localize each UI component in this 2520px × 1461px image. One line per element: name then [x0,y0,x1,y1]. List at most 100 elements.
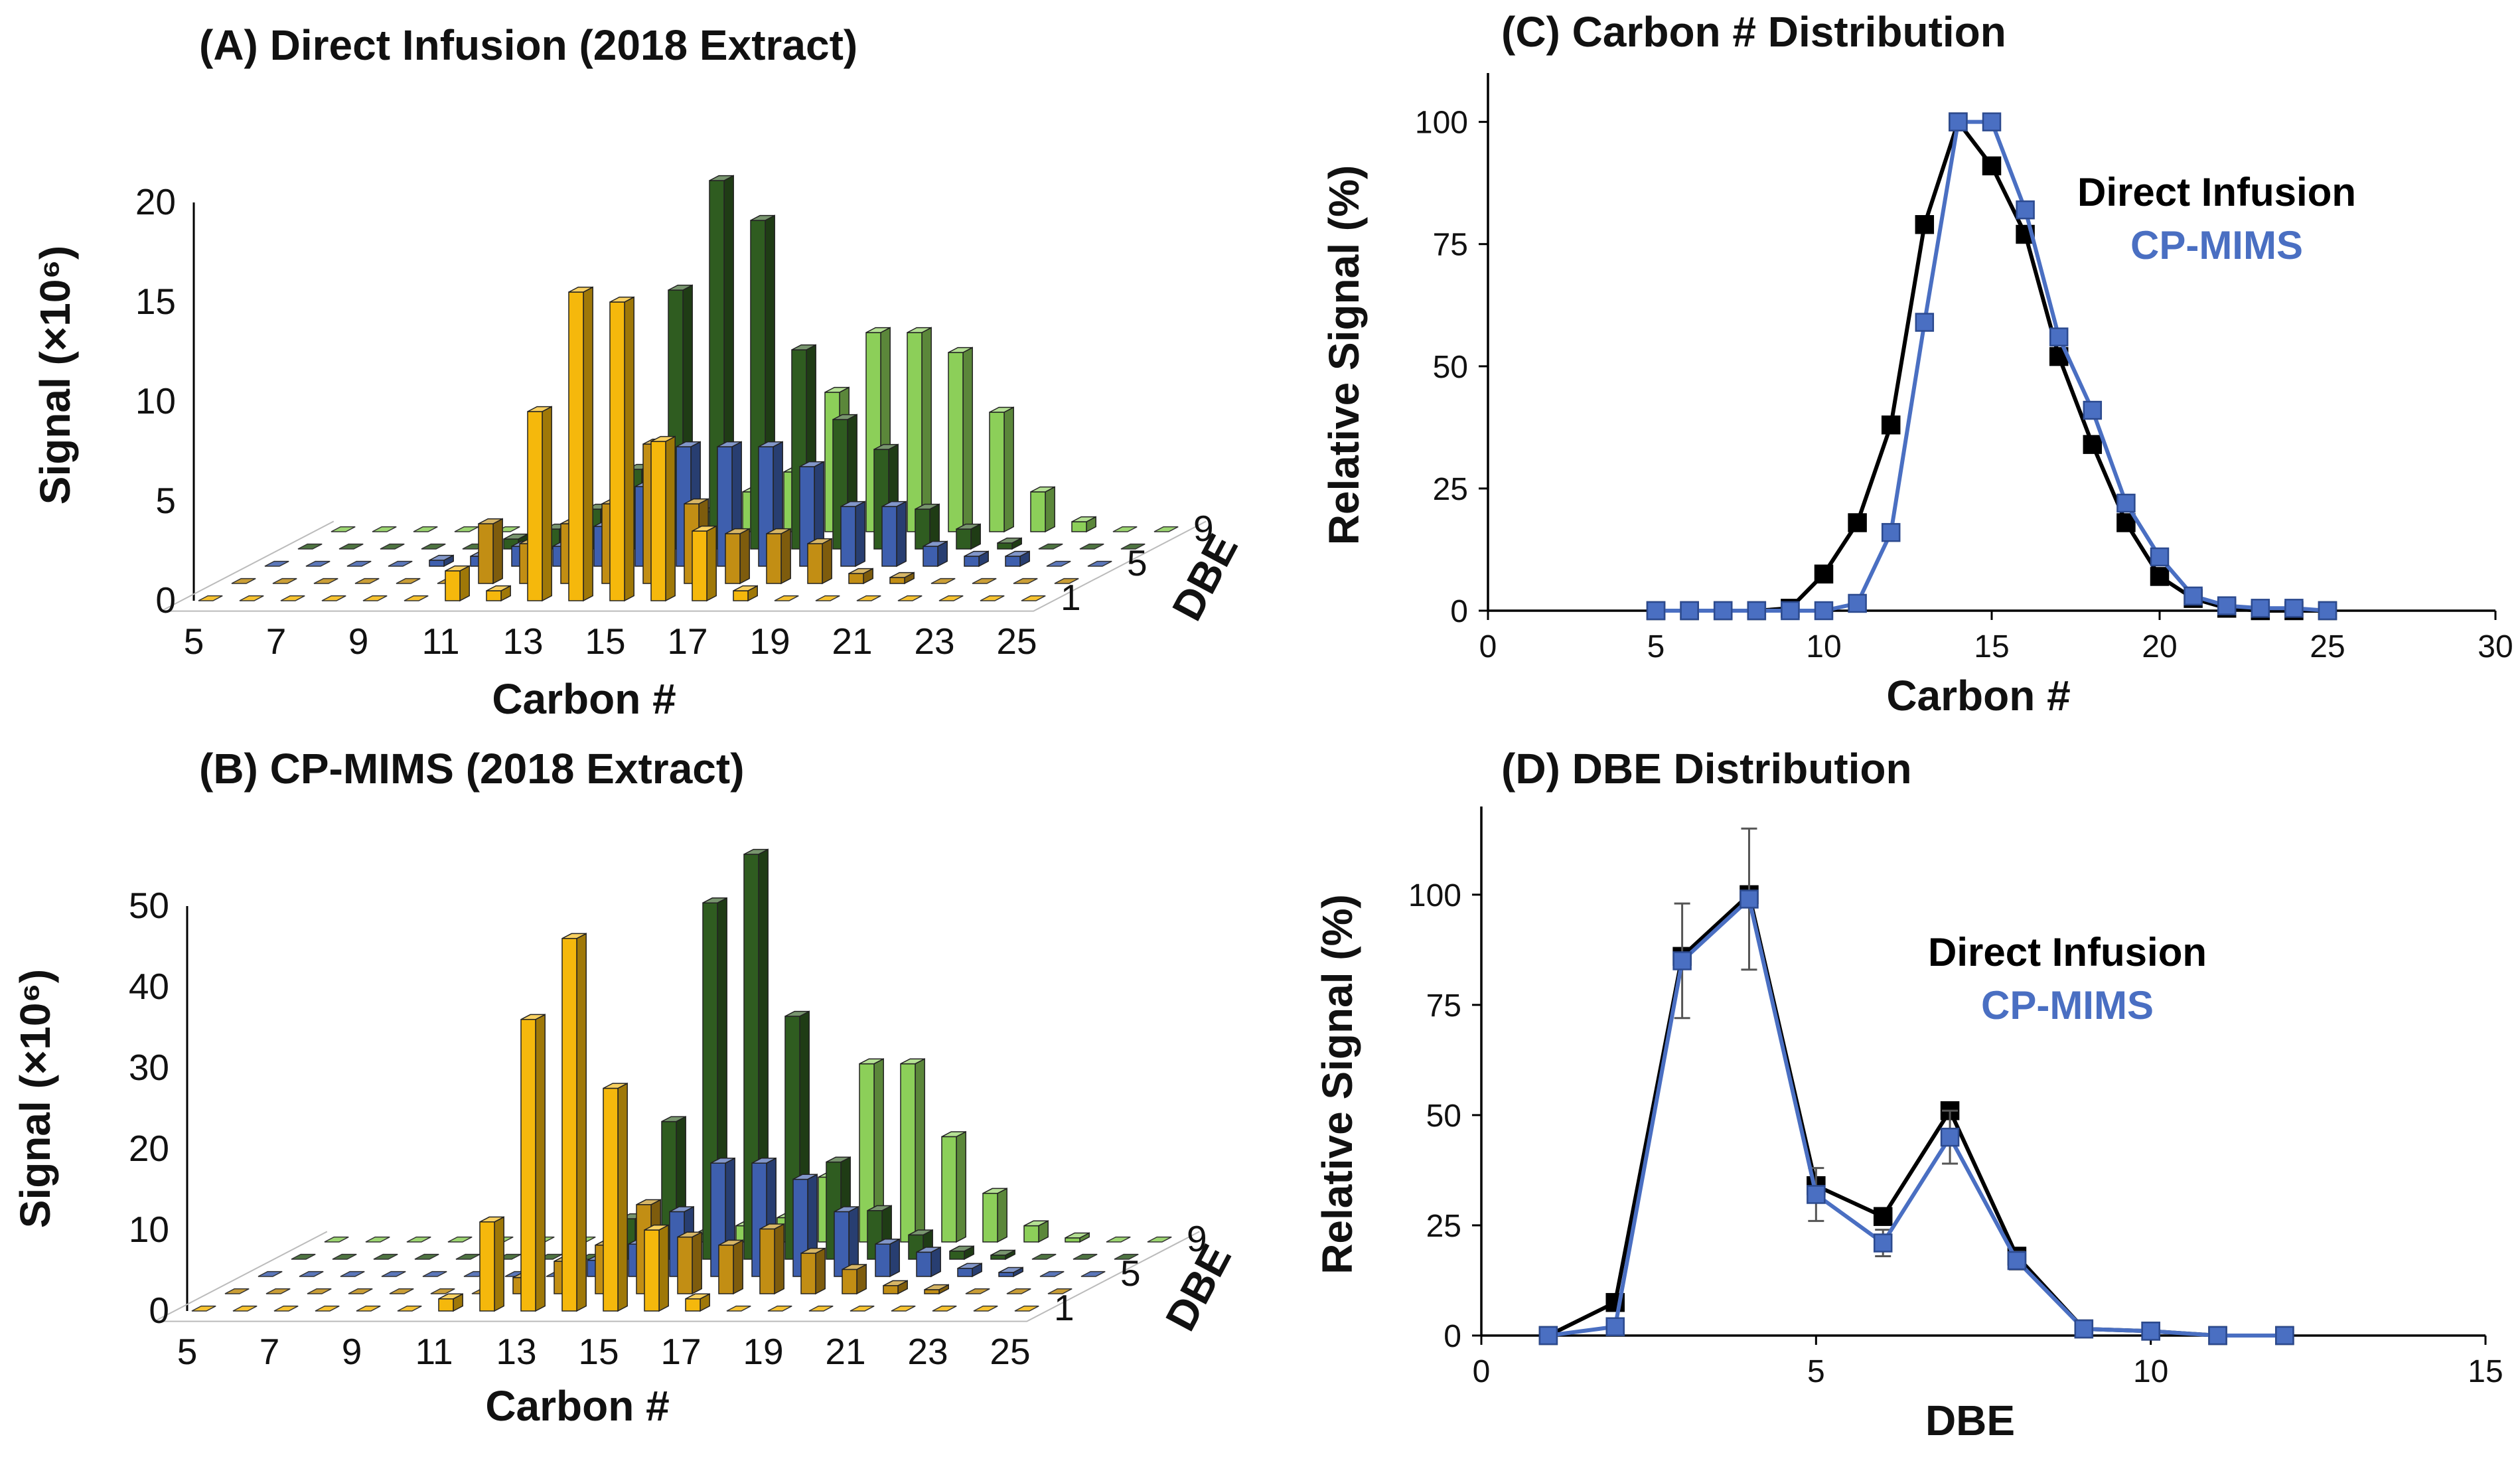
panel-b-bar [422,1270,447,1277]
panel-b-bar-front [603,1087,619,1312]
panel-a-bar [733,585,758,602]
panel-b-bar [800,1247,826,1295]
panel-d-data-point [1605,1317,1625,1336]
panel-b-bar-front [883,1285,899,1294]
panel-a-empty-cell-marker [321,595,346,601]
panel-a-bar [272,577,297,584]
panel-a-bar-top [668,284,693,291]
panel-a-bar-top [791,344,816,350]
panel-b-bar [1106,1236,1131,1243]
panel-d-data-point [2074,1319,2094,1339]
panel-b-bar-top [990,1249,1015,1256]
panel-d-x-tick-label: 5 [1807,1354,1825,1389]
panel-b-empty-cell-marker [315,1305,340,1312]
panel-a-bar [396,577,421,584]
panel-a-bar [198,595,223,601]
panel-b-bar [957,1263,982,1278]
panel-d-y-tick-label: 25 [1426,1209,1461,1244]
panel-d-y-tick-label: 100 [1408,878,1461,913]
panel-b-bar [759,1223,784,1295]
panel-a-empty-cell-marker [856,595,881,601]
panel-b-x-tick-label: 25 [990,1331,1030,1372]
panel-b-bar [389,1288,414,1294]
panel-b-empty-cell-marker [365,1236,390,1243]
panel-d-legend-cp-mims: CP-MIMS [1981,983,2154,1028]
panel-b-bar-front [1023,1225,1039,1243]
panel-b-floor-outline [154,1231,1200,1322]
panel-c-data-point [1881,415,1901,435]
panel-a-x-tick-label: 15 [585,621,625,662]
panel-a-empty-cell-marker [198,595,223,601]
panel-b-bar [299,1270,324,1277]
panel-b-bar [332,1253,357,1260]
panel-c-data-point [1848,593,1867,613]
panel-a-bar-front [881,506,897,567]
panel-b-bar-top [702,897,727,903]
panel-a-y-tick-label: 10 [135,380,176,422]
panel-b-x-tick-label: 23 [907,1331,948,1372]
panel-b-bar-side [576,933,587,1312]
panel-a-empty-cell-marker [980,595,1005,601]
panel-c-carbon-distribution-line-chart: (C) Carbon # Distribution 0 5 10 15 20 25 30 0 2… [1320,8,2513,720]
panel-b-bar [932,1305,957,1312]
panel-a-bar-top [881,500,907,507]
panel-a-empty-cell-marker [404,595,429,601]
panel-b-bar-front [842,1269,857,1294]
panel-b-empty-cell-marker [356,1305,381,1312]
panel-b-bar-top [677,1231,702,1238]
panel-a-x-tick-label: 13 [502,621,543,662]
panel-b-empty-cell-marker [414,1253,439,1260]
panel-b-empty-cell-marker [307,1288,332,1294]
panel-a-bar [1030,486,1055,533]
panel-a-bar-top [799,461,824,467]
panel-c-data-point [1982,112,2002,131]
panel-d-x-tick-label: 10 [2133,1354,2168,1389]
panel-c-y-tick-label: 75 [1433,228,1468,263]
panel-a-empty-cell-marker [1079,543,1104,550]
panel-b-title: (B) CP-MIMS (2018 Extract) [199,745,745,793]
panel-d-x-axis-title: DBE [1925,1397,2015,1444]
panel-a-dbe-axis-title: DBE [1163,526,1247,628]
panel-d-series-line [1548,897,2285,1338]
panel-b-bar [232,1305,258,1312]
panel-b-empty-cell-marker [808,1305,834,1312]
panel-a-bar-top [889,572,915,578]
panel-c-data-point [1949,112,1968,131]
panel-a-bar-front [964,556,980,567]
panel-a-empty-cell-marker [972,577,997,584]
panel-a-empty-cell-marker [297,543,323,550]
panel-d-data-point [1538,1326,1558,1346]
panel-c-data-point [1814,601,1834,621]
panel-c-data-point [1747,601,1767,621]
panel-b-bar-top [792,1174,818,1180]
panel-a-x-tick-label: 23 [914,621,954,662]
panel-b-bar [348,1288,373,1294]
panel-b-bar-top [561,933,587,939]
panel-a-bar-top [758,441,783,447]
panel-a-empty-cell-marker [897,595,923,601]
panel-b-empty-cell-marker [332,1253,357,1260]
panel-b-bar [191,1305,216,1312]
panel-b-bar-top [900,1058,925,1065]
panel-b-bar-side [658,1224,669,1312]
panel-a-bar [907,327,932,533]
panel-b-bar-top [842,1264,867,1270]
panel-c-data-point [2284,599,2304,618]
panel-b-empty-cell-marker [1031,1253,1057,1260]
panel-b-cp-mims-3d-bar-chart: (B) CP-MIMS (2018 Extract) 0 10 20 30 40 50 5 7… [11,745,1240,1430]
panel-c-data-point [2116,513,2136,532]
panel-b-empty-cell-marker [191,1305,216,1312]
panel-a-empty-cell-marker [338,543,364,550]
panel-c-x-tick-label: 20 [2142,629,2177,664]
panel-b-bar-side [733,1239,743,1295]
panel-b-empty-cell-marker [232,1305,258,1312]
panel-c-x-tick-label: 30 [2478,629,2513,664]
panel-a-empty-cell-marker [938,595,964,601]
panel-b-bar-front [998,1272,1014,1277]
panel-a-bar-front [445,570,461,601]
panel-b-x-axis-title: Carbon # [485,1382,669,1430]
panel-b-bar-top [998,1267,1023,1273]
panel-c-data-point [1848,513,1867,532]
panel-b-bar-top [834,1206,859,1213]
